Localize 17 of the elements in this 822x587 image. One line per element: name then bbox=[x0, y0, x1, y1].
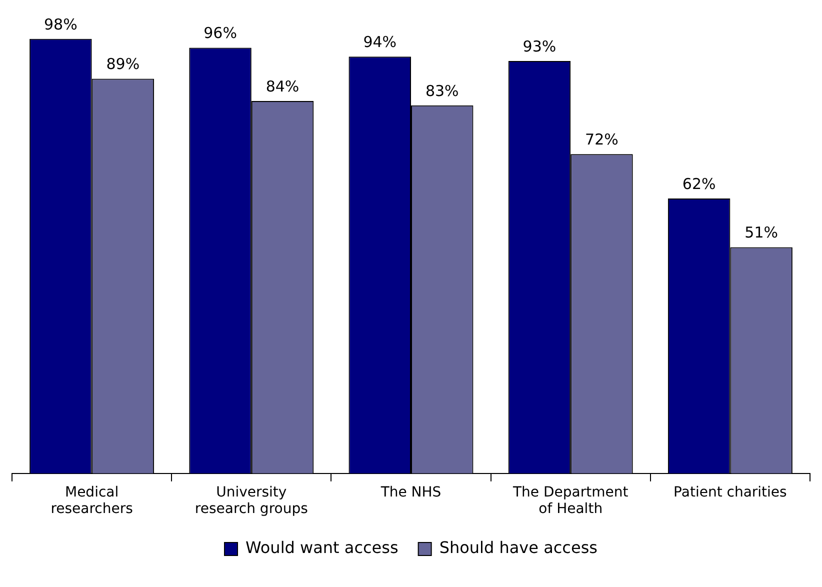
data-label: 83% bbox=[425, 82, 459, 100]
x-tick-label: Medical researchers bbox=[50, 484, 133, 518]
data-label: 62% bbox=[682, 174, 716, 193]
x-tick-label: Patient charities bbox=[674, 484, 787, 500]
data-label: 51% bbox=[744, 224, 778, 242]
data-label: 93% bbox=[522, 37, 556, 56]
x-tick-label: University research groups bbox=[194, 484, 308, 518]
data-label: 94% bbox=[363, 32, 397, 51]
data-label: 98% bbox=[44, 15, 78, 34]
legend-label: Should have access bbox=[439, 538, 598, 558]
x-tick-label: The NHS bbox=[380, 484, 442, 500]
x-tick-label: The Department of Health bbox=[512, 484, 629, 518]
data-label: 84% bbox=[266, 77, 300, 96]
legend-label: Would want access bbox=[246, 538, 398, 558]
data-label: 89% bbox=[106, 55, 140, 74]
data-label: 72% bbox=[585, 130, 618, 149]
data-label: 96% bbox=[204, 24, 237, 42]
